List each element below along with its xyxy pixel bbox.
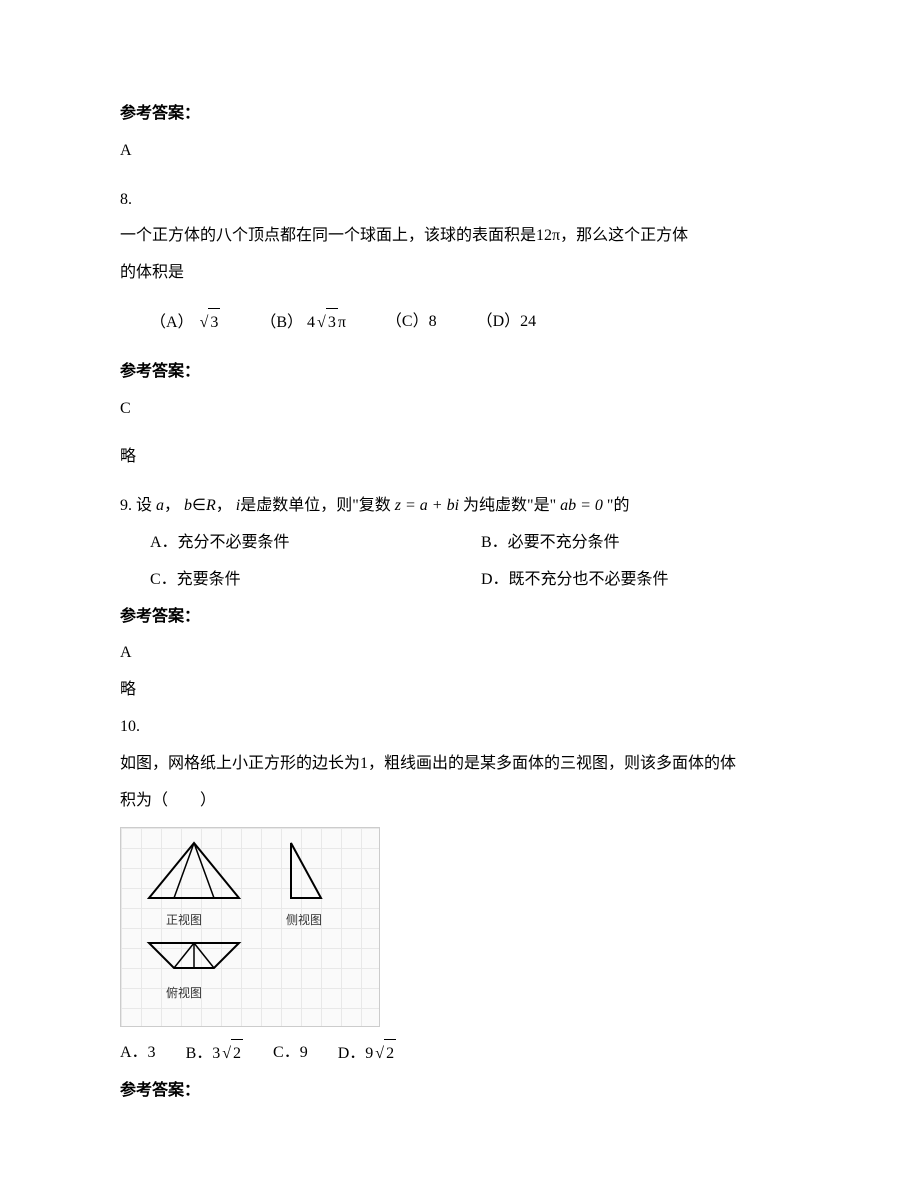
q10-optD-prefix: D．9 [338, 1045, 374, 1062]
q10-option-a: A．3 [120, 1039, 156, 1069]
q9-mid3: 为纯虚数"是" [463, 497, 556, 514]
q8-answer: C [120, 395, 800, 424]
q9-suffix: "的 [607, 497, 630, 514]
q8-optA-prefix: （A） [150, 314, 194, 331]
front-view-icon [139, 838, 249, 908]
q10-optB-prefix: B．3 [186, 1045, 221, 1062]
q8-answer-label: 参考答案： [120, 358, 800, 387]
q9-stem: 9. 设 a， b∈R， i是虚数单位，则"复数 z = a + bi 为纯虚数… [120, 492, 800, 521]
q8-optB-val: 3 [326, 308, 338, 338]
q8-stem-line2: 的体积是 [120, 259, 800, 288]
q9-option-d: D．既不充分也不必要条件 [481, 566, 800, 595]
q7-answer: A [120, 137, 800, 166]
q10-figure: 正视图 侧视图 俯视图 [120, 827, 380, 1027]
q10-number: 10. [120, 713, 800, 742]
q8-options: （A） 3 （B） 43π （C）8 （D）24 [150, 308, 800, 338]
sqrt-icon: 3 [198, 308, 221, 338]
q9-answer: A [120, 639, 800, 668]
q8-option-c: （C）8 [386, 308, 437, 338]
q8-option-a: （A） 3 [150, 308, 220, 338]
front-view-label: 正视图 [166, 910, 202, 932]
q10-options: A．3 B．3 2 C．9 D．9 2 [120, 1039, 800, 1069]
q8-number: 8. [120, 186, 800, 215]
q10-optB-sqrt: 2 [231, 1039, 243, 1069]
q8-note: 略 [120, 443, 800, 472]
q9-var-a: a [156, 497, 164, 514]
q8-option-b: （B） 43π [260, 308, 346, 338]
q8-optB-coef: 4 [307, 314, 315, 331]
q8-optA-val: 3 [208, 308, 220, 338]
q9-mid2: 是虚数单位，则"复数 [240, 497, 391, 514]
q7-answer-label: 参考答案： [120, 100, 800, 129]
top-view-label: 俯视图 [166, 983, 202, 1005]
q9-var-b: b [184, 497, 192, 514]
q9-prefix: 9. 设 [120, 497, 152, 514]
q10-answer-label: 参考答案： [120, 1077, 800, 1106]
q10-option-c: C．9 [273, 1039, 308, 1069]
sqrt-icon: 2 [373, 1039, 396, 1069]
sqrt-icon: 3 [315, 308, 338, 338]
q8-optB-prefix: （B） [260, 314, 303, 331]
q10-optD-sqrt: 2 [384, 1039, 396, 1069]
sqrt-icon: 2 [220, 1039, 243, 1069]
q9-options: A．充分不必要条件 B．必要不充分条件 C．充要条件 D．既不充分也不必要条件 [150, 529, 800, 595]
q9-formula: z = a + bi [395, 497, 459, 514]
top-view-icon [139, 938, 249, 978]
q8-optB-suffix: π [338, 314, 346, 331]
q9-mid1: ， [216, 497, 232, 514]
q9-comma1: ， [164, 497, 180, 514]
q9-set-r: R [206, 497, 216, 514]
q9-option-c: C．充要条件 [150, 566, 421, 595]
q8-option-d: （D）24 [477, 308, 537, 338]
q9-cond: ab = 0 [560, 497, 603, 514]
q9-answer-label: 参考答案： [120, 603, 800, 632]
q10-option-b: B．3 2 [186, 1039, 243, 1069]
q9-option-b: B．必要不充分条件 [481, 529, 800, 558]
side-view-icon [281, 838, 331, 908]
q10-option-d: D．9 2 [338, 1039, 396, 1069]
side-view-label: 侧视图 [286, 910, 322, 932]
q9-in: ∈ [192, 497, 206, 514]
q10-stem-line2: 积为（ ） [120, 787, 800, 816]
q8-stem-line1: 一个正方体的八个顶点都在同一个球面上，该球的表面积是12π，那么这个正方体 [120, 222, 800, 251]
q9-note: 略 [120, 676, 800, 705]
q9-option-a: A．充分不必要条件 [150, 529, 421, 558]
q10-stem-line1: 如图，网格纸上小正方形的边长为1，粗线画出的是某多面体的三视图，则该多面体的体 [120, 750, 800, 779]
